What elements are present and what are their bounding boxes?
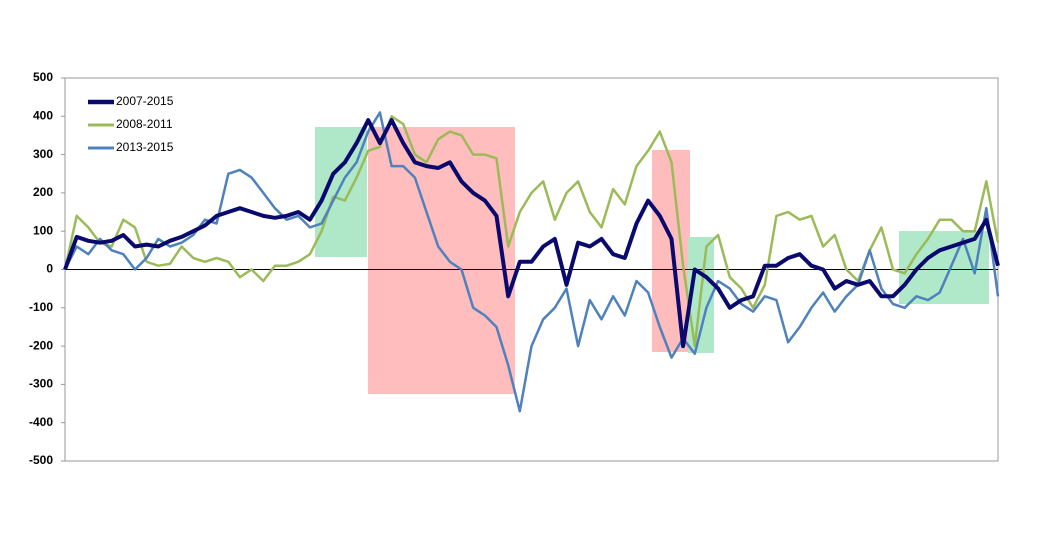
y-tick-label: 400 [33, 108, 53, 122]
y-tick-label: 500 [33, 70, 53, 84]
legend-label: 2013-2015 [116, 140, 174, 154]
series-line [63, 111, 1000, 413]
y-tick-label: -400 [29, 415, 53, 429]
series-line [63, 115, 1000, 348]
y-tick-label: 0 [46, 262, 53, 276]
y-tick-label: 300 [33, 147, 53, 161]
series-line [63, 118, 1000, 349]
y-tick-label: -300 [29, 377, 53, 391]
y-tick-label: 200 [33, 185, 53, 199]
y-tick-label: 100 [33, 223, 53, 237]
legend-label: 2007-2015 [116, 94, 174, 108]
highlight-regions [315, 127, 989, 394]
y-tick-label: -100 [29, 300, 53, 314]
red-region [368, 127, 515, 394]
legend-label: 2008-2011 [116, 117, 173, 131]
y-tick-label: -500 [29, 453, 53, 467]
green-region [315, 127, 367, 257]
y-tick-label: -200 [29, 338, 53, 352]
